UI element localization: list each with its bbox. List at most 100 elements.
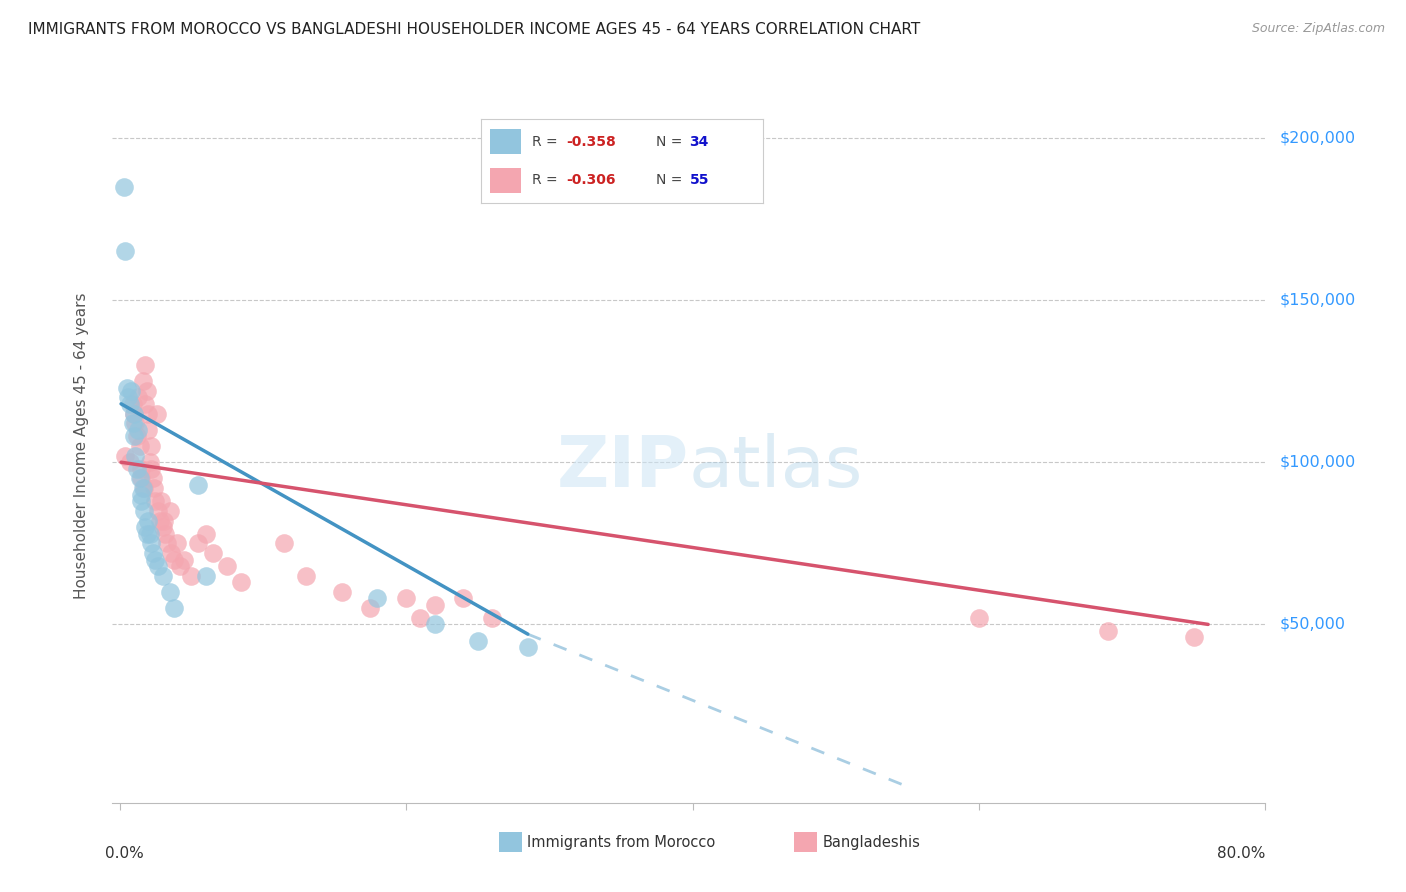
Point [159,504,181,518]
Text: IMMIGRANTS FROM MOROCCO VS BANGLADESHI HOUSEHOLDER INCOME AGES 45 - 64 YEARS COR: IMMIGRANTS FROM MOROCCO VS BANGLADESHI H… [28,22,921,37]
Point [330,585,353,599]
Text: Source: ZipAtlas.com: Source: ZipAtlas.com [1251,22,1385,36]
Point [359,601,381,615]
Point [125,429,148,443]
Point [163,552,186,566]
Point [125,461,148,475]
Point [118,397,141,411]
Text: atlas: atlas [689,433,863,502]
Point [141,461,163,475]
Point [159,585,181,599]
Text: R =: R = [531,174,562,187]
Point [131,374,153,388]
Point [481,611,503,625]
Point [1182,631,1205,645]
Point [121,417,143,431]
Text: 55: 55 [689,174,709,187]
Point [127,423,149,437]
Point [112,179,135,194]
Point [132,481,155,495]
Point [215,559,238,574]
Point [135,526,157,541]
Point [128,471,150,485]
Point [166,536,188,550]
Text: $150,000: $150,000 [1279,293,1355,308]
Point [124,417,146,431]
Point [173,552,195,566]
Point [129,461,152,475]
Point [141,439,163,453]
Point [141,536,163,550]
Point [156,536,179,550]
Point [132,504,155,518]
Point [135,384,157,398]
Point [194,568,217,582]
Point [142,471,165,485]
Point [146,407,169,421]
Point [122,407,145,421]
Text: N =: N = [655,135,686,148]
Point [149,514,172,528]
Point [138,526,160,541]
Text: N =: N = [655,174,686,187]
Point [124,449,146,463]
Point [134,520,156,534]
Point [115,381,138,395]
Point [395,591,418,606]
Point [129,494,152,508]
Point [129,471,152,485]
Point [194,526,217,541]
Point [1097,624,1119,638]
Point [121,397,143,411]
Point [134,358,156,372]
Point [122,429,145,443]
Point [153,514,176,528]
Point [148,559,170,574]
Text: $50,000: $50,000 [1279,617,1346,632]
Point [129,488,152,502]
Point [152,520,174,534]
Point [516,640,538,654]
Point [120,384,142,398]
Text: R =: R = [531,135,562,148]
Point [423,598,446,612]
Point [145,552,167,566]
Point [187,536,209,550]
Point [131,481,153,495]
Point [136,407,159,421]
Text: Immigrants from Morocco: Immigrants from Morocco [527,835,716,849]
Text: Bangladeshis: Bangladeshis [823,835,921,849]
Point [366,591,388,606]
Point [453,591,475,606]
Y-axis label: Householder Income Ages 45 - 64 years: Householder Income Ages 45 - 64 years [75,293,89,599]
Text: $100,000: $100,000 [1279,455,1355,470]
Point [273,536,295,550]
Point [180,568,202,582]
Point [409,611,432,625]
Point [122,407,145,421]
Point [128,439,150,453]
FancyBboxPatch shape [489,128,520,154]
Point [117,390,139,404]
Point [150,494,173,508]
Point [142,546,165,560]
Point [163,601,186,615]
Text: -0.306: -0.306 [565,174,616,187]
Point [187,478,209,492]
Text: $200,000: $200,000 [1279,130,1355,145]
Point [169,559,191,574]
Text: 80.0%: 80.0% [1218,846,1265,861]
Point [118,455,141,469]
Point [201,546,224,560]
Point [967,611,990,625]
Text: -0.358: -0.358 [565,135,616,148]
Point [127,390,149,404]
Point [152,568,174,582]
Point [114,449,136,463]
Point [231,575,253,590]
Text: 34: 34 [689,135,709,148]
Point [295,568,318,582]
Point [136,423,159,437]
Text: 0.0%: 0.0% [105,846,143,861]
Point [467,633,489,648]
